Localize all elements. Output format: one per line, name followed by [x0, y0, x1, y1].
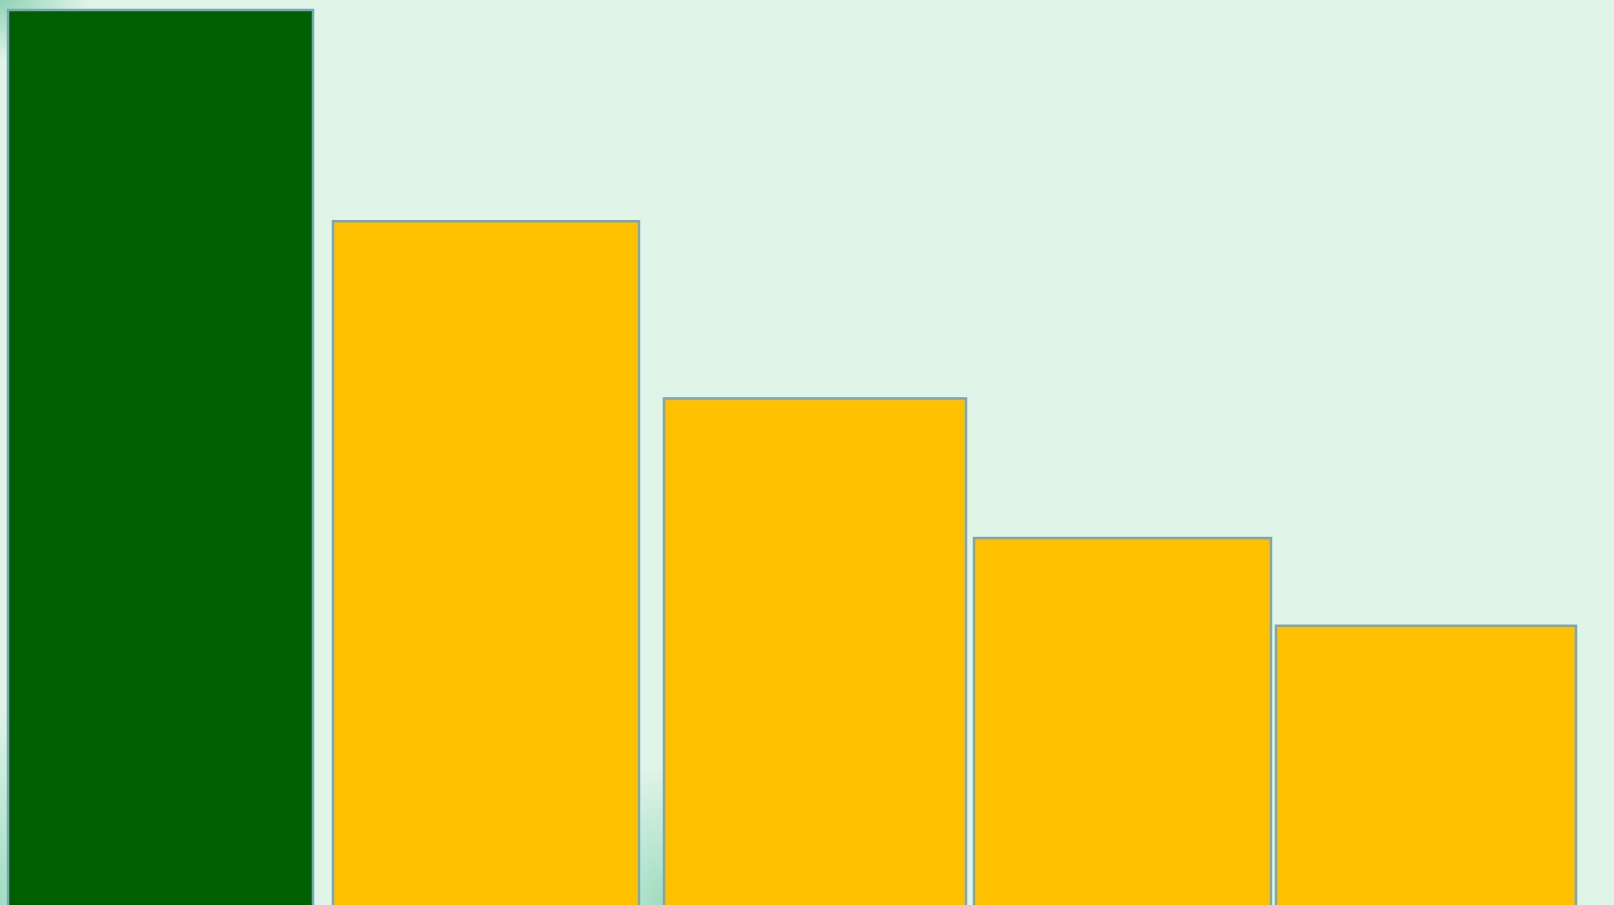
bar-1: [6, 8, 315, 905]
bar-4: [972, 536, 1273, 905]
bar-5: [1274, 624, 1578, 905]
bar-3: [662, 397, 968, 905]
bar-2: [331, 219, 641, 905]
